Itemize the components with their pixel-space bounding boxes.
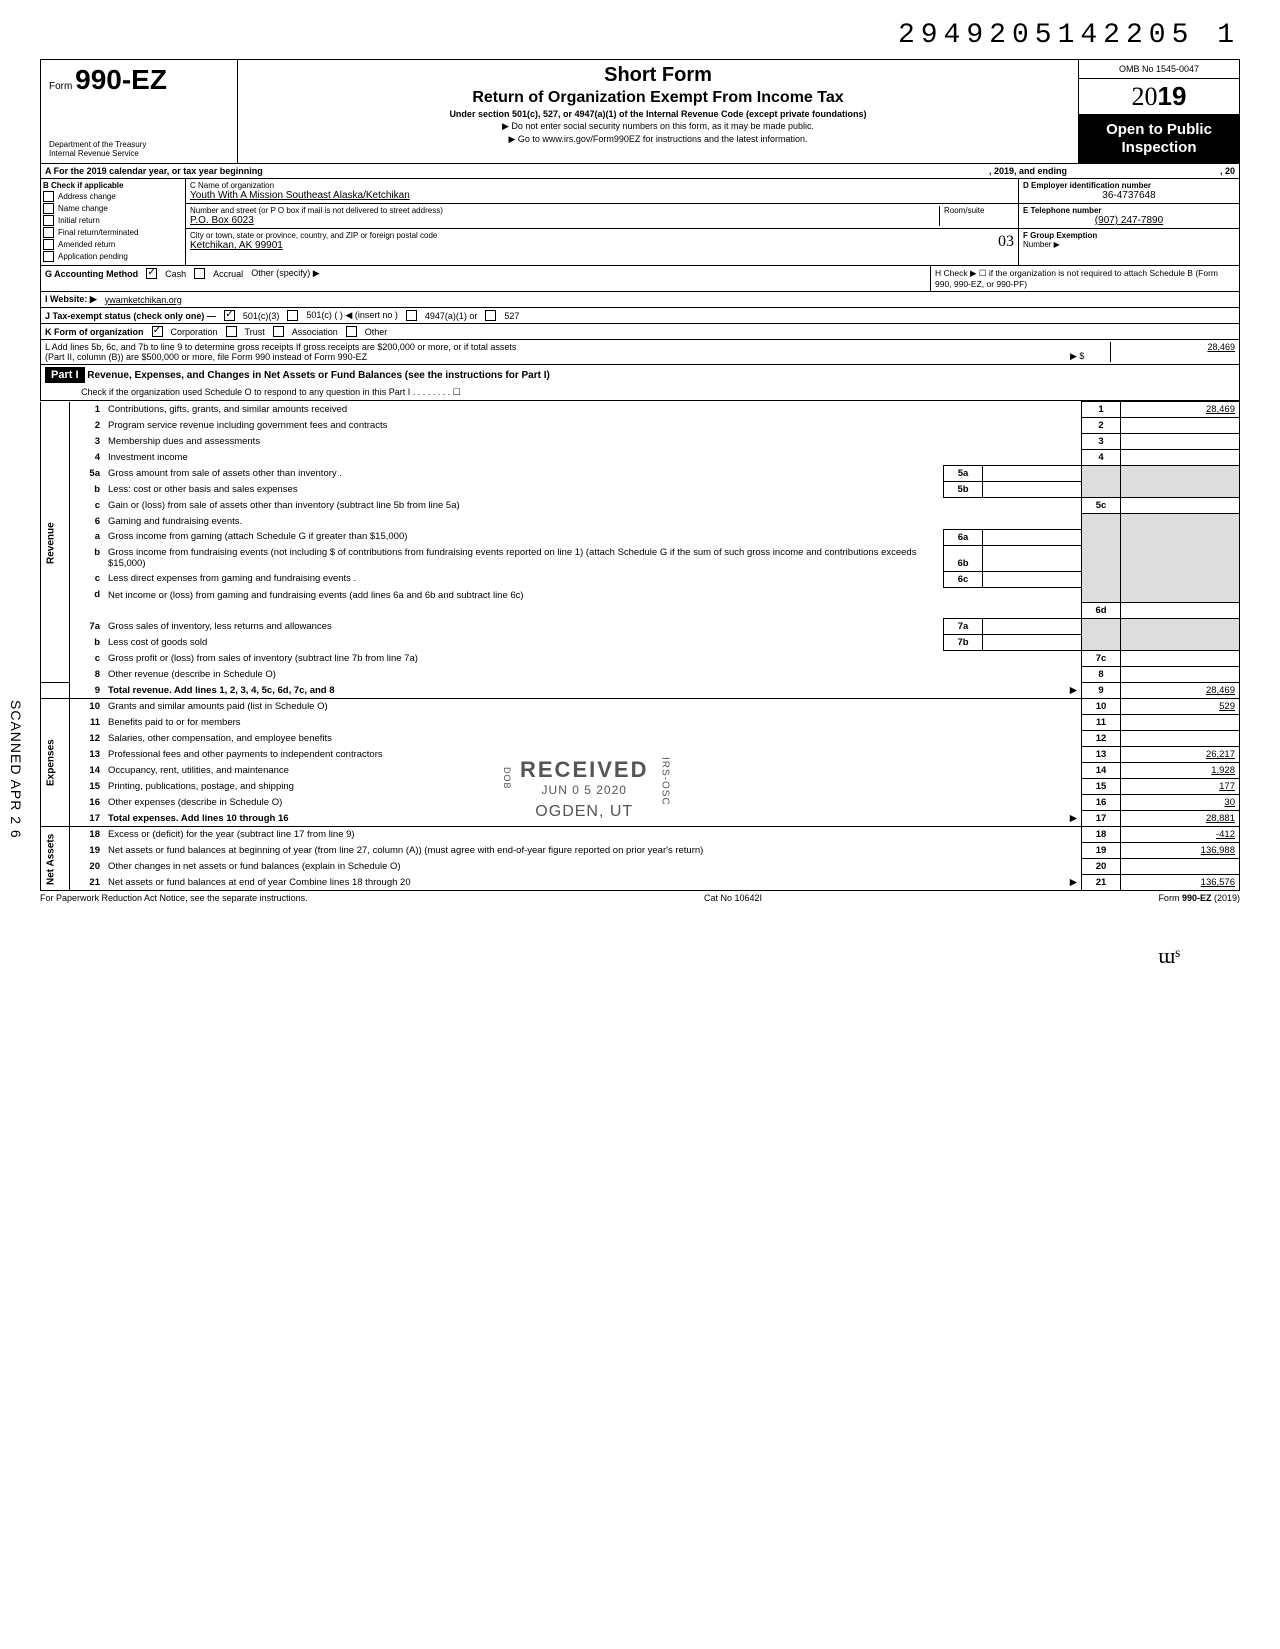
side-net-assets: Net Assets: [41, 827, 70, 891]
document-number: 2949205142205 1: [40, 20, 1240, 51]
row-g-h: G Accounting Method Cash Accrual Other (…: [40, 266, 1240, 292]
chk-trust[interactable]: [226, 326, 237, 337]
row-l-gross-receipts: L Add lines 5b, 6c, and 7b to line 9 to …: [40, 340, 1240, 365]
col-c-org-info: C Name of organization Youth With A Miss…: [186, 179, 1019, 265]
chk-amended-return[interactable]: [43, 239, 54, 250]
org-city: Ketchikan, AK 99901: [190, 240, 978, 251]
chk-501c3[interactable]: [224, 310, 235, 321]
chk-name-change[interactable]: [43, 203, 54, 214]
form-title-long: Return of Organization Exempt From Incom…: [246, 89, 1070, 107]
chk-4947[interactable]: [406, 310, 417, 321]
col-de: D Employer identification number 36-4737…: [1019, 179, 1239, 265]
chk-corporation[interactable]: [152, 326, 163, 337]
part-1-header: Part I Revenue, Expenses, and Changes in…: [40, 365, 1240, 401]
chk-other-org[interactable]: [346, 326, 357, 337]
chk-501c[interactable]: [287, 310, 298, 321]
chk-initial-return[interactable]: [43, 215, 54, 226]
chk-association[interactable]: [273, 326, 284, 337]
website: ywamketchikan.org: [105, 295, 182, 305]
scanned-stamp: SCANNED APR 2 6: [8, 700, 24, 839]
h-schedule-b: H Check ▶ ☐ if the organization is not r…: [931, 266, 1239, 291]
page-footer: For Paperwork Reduction Act Notice, see …: [40, 893, 1240, 903]
open-to-public: Open to Public Inspection: [1079, 115, 1239, 163]
row-a-tax-year: A For the 2019 calendar year, or tax yea…: [40, 164, 1240, 179]
gross-receipts-amount: 28,469: [1110, 342, 1235, 362]
chk-527[interactable]: [485, 310, 496, 321]
instruction-2: ▶ Go to www.irs.gov/Form990EZ for instru…: [246, 134, 1070, 145]
ein: 36-4737648: [1023, 190, 1235, 201]
col-b-checkboxes: B Check if applicable Address change Nam…: [41, 179, 186, 265]
row-i-website: I Website: ▶ ywamketchikan.org: [40, 292, 1240, 308]
signature-mark: ɯˢ: [40, 943, 1240, 969]
row-k-form-org: K Form of organization Corporation Trust…: [40, 324, 1240, 340]
org-address: P.O. Box 6023: [190, 215, 939, 226]
form-header: Form 990-EZ Department of the Treasury I…: [40, 59, 1240, 164]
instruction-1: ▶ Do not enter social security numbers o…: [246, 121, 1070, 132]
tax-year: 20201919: [1079, 79, 1239, 115]
form-subtitle: Under section 501(c), 527, or 4947(a)(1)…: [246, 109, 1070, 119]
side-revenue: Revenue: [41, 402, 70, 683]
form-title-short: Short Form: [246, 64, 1070, 87]
chk-address-change[interactable]: [43, 191, 54, 202]
header-info-block: B Check if applicable Address change Nam…: [40, 179, 1240, 266]
phone: (907) 247-7890: [1023, 215, 1235, 226]
chk-final-return[interactable]: [43, 227, 54, 238]
chk-accrual[interactable]: [194, 268, 205, 279]
dept-treasury: Department of the Treasury Internal Reve…: [49, 141, 229, 159]
chk-cash[interactable]: [146, 268, 157, 279]
chk-application-pending[interactable]: [43, 251, 54, 262]
org-name: Youth With A Mission Southeast Alaska/Ke…: [190, 190, 1014, 201]
omb-number: OMB No 1545-0047: [1079, 60, 1239, 79]
side-expenses: Expenses: [41, 699, 70, 827]
form-number: Form 990-EZ: [49, 64, 229, 96]
row-j-tax-status: J Tax-exempt status (check only one) — 5…: [40, 308, 1240, 324]
part-1-table: Revenue 1Contributions, gifts, grants, a…: [40, 401, 1240, 891]
handwritten-03: 03: [998, 233, 1014, 251]
